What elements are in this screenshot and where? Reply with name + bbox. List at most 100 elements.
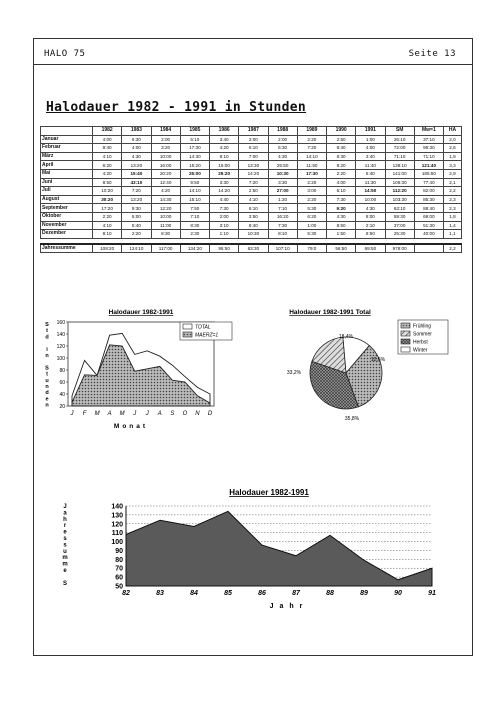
chart3-ytick-label: 80 <box>115 557 123 564</box>
chart1-xtick-label: J <box>132 411 137 417</box>
chart1-ytick-label: 20 <box>59 404 65 410</box>
chart3-ylabel-letter: h <box>63 517 67 523</box>
chart3-xtick-label: 89 <box>360 590 368 597</box>
halo-duration-table: 1982 1983 1984 1985 1986 1987 1988 1989 1990 1991… <box>40 126 462 254</box>
chart1-ytick-label: 80 <box>59 368 65 374</box>
chart1-xtick-label: J <box>145 411 150 417</box>
chart1-ylabel-letter: n <box>45 353 49 359</box>
chart3-ylabel-letter: r <box>64 523 67 529</box>
chart1-ytick-label: 60 <box>59 380 65 386</box>
chart3-title: Halodauer 1982-1991 <box>229 488 309 497</box>
pie-legend-swatch <box>400 346 411 353</box>
chart1-legend <box>179 321 233 341</box>
chart1-xtick-label: O <box>183 411 188 417</box>
chart1-xtick-label: A <box>157 411 162 417</box>
chart3-xtick-label: 84 <box>190 590 198 597</box>
chart1-legend-label: MAERZ=1 <box>195 333 218 339</box>
value-cell: 40:00 <box>413 229 445 239</box>
pie-legend-label: Frühling <box>413 324 431 330</box>
chart3-ytick-label: 70 <box>115 566 123 573</box>
chart3-ylabel-letter: u <box>63 549 67 555</box>
chart1-xtick-label: A <box>107 411 112 417</box>
chart3-ytick-label: 100 <box>111 539 123 546</box>
annual-sum-row: Jahressumme 108:20 124:10 117:00 134:20 95:50… <box>40 242 462 254</box>
chart1-ylabel-letter: e <box>45 396 48 402</box>
chart3-ylabel-letter: m <box>62 562 67 568</box>
chart3-xtick-label: 85 <box>224 590 232 597</box>
pie-slice-label: 12,6% <box>371 357 386 363</box>
chart3-xtick-label: 87 <box>292 590 301 597</box>
header-page-number: Seite 13 <box>408 49 456 59</box>
chart1-ytick-label: 100 <box>57 356 66 362</box>
chart1-title: Halodauer 1982-1991 <box>109 309 174 316</box>
chart3-ylabel-letter: e <box>63 568 67 574</box>
pie-slice-herbst <box>309 360 359 410</box>
chart3-ytick-label: 60 <box>115 575 123 582</box>
chart3-xtick-label: 83 <box>156 590 164 597</box>
chart1-legend-swatch <box>182 331 193 338</box>
chart1-xtick-label: S <box>170 411 174 417</box>
chart1-ylabel-letter: S <box>45 365 49 371</box>
chart1-ytick-label: 160 <box>57 320 66 326</box>
chart1-ylabel-letter: d <box>45 390 48 396</box>
annual-sum-cell <box>413 242 445 254</box>
chart1-ylabel-letter: u <box>45 378 48 384</box>
pie-legend-label: Sommer <box>413 332 432 338</box>
chart2-title: Halodauer 1982-1991 Total <box>289 309 371 316</box>
pie-legend-label: Herbst <box>413 340 428 346</box>
chart3-xtick-label: 91 <box>428 590 436 597</box>
chart3-ytick-label: 120 <box>111 521 123 528</box>
table-row: März 4:10 4:30 10:00 14:30 8:10 7:00 4:30 14:10 8… <box>40 151 462 162</box>
chart3-ylabel-letter: a <box>63 510 67 516</box>
chart3-ylabel-letter: J <box>63 504 66 510</box>
chart1-ytick-label: 120 <box>57 344 66 350</box>
pie-legend-swatch <box>400 338 411 345</box>
chart1-xtick-label: M <box>120 411 125 417</box>
chart1-ylabel-letter: n <box>45 384 49 390</box>
chart3-ylabel-letter: S <box>63 581 67 587</box>
chart1-xtick-label: J <box>70 411 75 417</box>
pie-legend-swatch <box>400 322 411 329</box>
pie-slice-fr-hling <box>345 345 383 408</box>
chart1-legend-label: TOTAL <box>195 325 211 331</box>
table-row: September 17:20 9:30 12:20 7:50 7:30 6:10 7:10 5… <box>40 203 462 213</box>
document-title: Halodauer 1982 - 1991 in Stunden <box>46 100 307 115</box>
chart1-ylabel-letter: n <box>45 403 49 409</box>
chart3-xtick-label: 90 <box>394 590 402 597</box>
chart3-ytick-label: 140 <box>111 504 123 511</box>
chart3-ylabel-letter: s <box>63 542 67 548</box>
chart1-ylabel-letter: i <box>46 347 48 353</box>
chart1-ytick-label: 140 <box>57 332 66 338</box>
table-gap-row <box>40 237 462 245</box>
chart3-series-area <box>125 510 433 587</box>
chart1-xtick-label: F <box>83 411 87 417</box>
chart3-ytick-label: 130 <box>111 512 123 519</box>
chart3-ylabel-letter: s <box>63 536 67 542</box>
page-frame <box>33 38 473 656</box>
chart1-ylabel-letter: d <box>45 334 48 340</box>
annual-sum-cell: 2,2 <box>443 242 462 254</box>
header-publication: HALO 75 <box>44 49 86 59</box>
table-row: Dezember 8:10 2:20 8:30 2:30 1:10 10:30 8:10 5:3… <box>40 229 462 239</box>
table-row: Juni 8:50 43:10 12:40 9:50 3:30 7:20 3:30 2:20 4:… <box>40 177 462 188</box>
chart1-ylabel-letter: t <box>46 372 48 378</box>
pie-slice-label: 35,8% <box>345 416 360 422</box>
chart3-ytick-label: 50 <box>115 584 123 591</box>
chart3-xtick-label: 86 <box>258 590 266 597</box>
header-rule <box>34 64 472 65</box>
pie-slice-label: 18,4% <box>339 334 354 340</box>
chart3-xlabel: Jahr <box>270 603 309 610</box>
pie-legend-label: Winter <box>413 348 428 354</box>
chart3-ylabel-letter: m <box>62 555 67 561</box>
chart1-ytick-label: 40 <box>59 392 65 398</box>
chart3-ytick-label: 110 <box>112 530 123 537</box>
pie-slice-sommer <box>311 336 347 374</box>
chart1-ylabel-letter: S <box>45 322 49 328</box>
chart1-xtick-label: N <box>195 411 200 417</box>
chart1-xtick-label: M <box>95 411 100 417</box>
table-row: August 30:20 13:20 14:30 15:10 4:40 4:10 1:20 2:… <box>40 194 462 205</box>
chart3-xtick-label: 88 <box>326 590 334 597</box>
